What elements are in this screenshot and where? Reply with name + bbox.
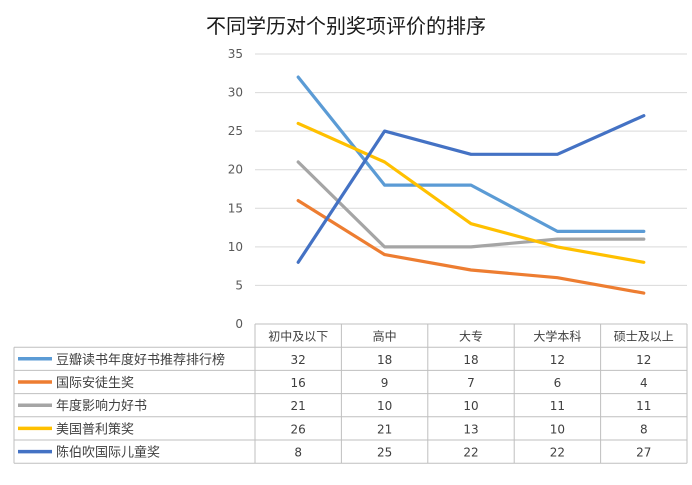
- data-value-cell: 27: [636, 446, 651, 460]
- y-tick-label: 30: [228, 86, 243, 100]
- x-category-label: 大学本科: [533, 329, 581, 344]
- y-tick-label: 25: [228, 124, 243, 138]
- y-tick-label: 20: [228, 163, 243, 177]
- series-line: [296, 160, 646, 249]
- y-tick-label: 35: [228, 47, 243, 61]
- x-category-label: 硕士及以上: [614, 330, 674, 344]
- series-line: [296, 199, 646, 295]
- data-value-cell: 7: [467, 376, 475, 390]
- data-value-cell: 21: [377, 422, 392, 436]
- data-value-cell: 12: [550, 353, 565, 367]
- x-category-label: 大专: [459, 329, 483, 344]
- data-value-cell: 25: [377, 446, 392, 460]
- series-name-label: 年度影响力好书: [56, 398, 147, 414]
- x-category-label: 初中及以下: [268, 329, 328, 344]
- data-value-cell: 11: [636, 399, 651, 413]
- x-category-label: 高中: [373, 329, 397, 344]
- y-tick-label: 15: [228, 201, 243, 215]
- data-value-cell: 26: [291, 422, 306, 436]
- chart-title: 不同学历对个别奖项评价的排序: [206, 14, 486, 38]
- data-value-cell: 21: [291, 399, 306, 413]
- data-value-cell: 12: [636, 353, 651, 367]
- data-value-cell: 8: [640, 422, 648, 436]
- data-value-cell: 11: [550, 399, 565, 413]
- series-line: [296, 114, 646, 264]
- y-tick-label: 10: [228, 240, 243, 254]
- data-value-cell: 8: [294, 446, 302, 460]
- series-name-label: 陈伯吹国际儿童奖: [56, 445, 160, 461]
- data-value-cell: 22: [463, 446, 478, 460]
- data-value-cell: 9: [381, 376, 389, 390]
- data-value-cell: 10: [463, 399, 478, 413]
- series-name-label: 豆瓣读书年度好书推荐排行榜: [56, 352, 225, 368]
- series-name-label: 国际安徒生奖: [56, 376, 134, 391]
- data-value-cell: 6: [554, 376, 562, 390]
- data-value-cell: 10: [377, 399, 392, 413]
- data-value-cell: 16: [291, 376, 306, 390]
- data-value-cell: 18: [463, 353, 478, 367]
- data-value-cell: 10: [550, 422, 565, 436]
- series-name-label: 美国普利策奖: [56, 421, 134, 437]
- data-value-cell: 18: [377, 353, 392, 367]
- data-value-cell: 22: [550, 446, 565, 460]
- data-value-cell: 32: [291, 353, 306, 367]
- data-value-cell: 4: [640, 376, 648, 390]
- y-tick-label: 0: [235, 317, 243, 331]
- data-value-cell: 13: [463, 422, 478, 436]
- y-tick-label: 5: [235, 278, 243, 292]
- series-line: [296, 121, 646, 264]
